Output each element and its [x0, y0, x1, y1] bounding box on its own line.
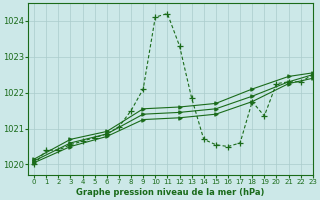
X-axis label: Graphe pression niveau de la mer (hPa): Graphe pression niveau de la mer (hPa) — [76, 188, 265, 197]
